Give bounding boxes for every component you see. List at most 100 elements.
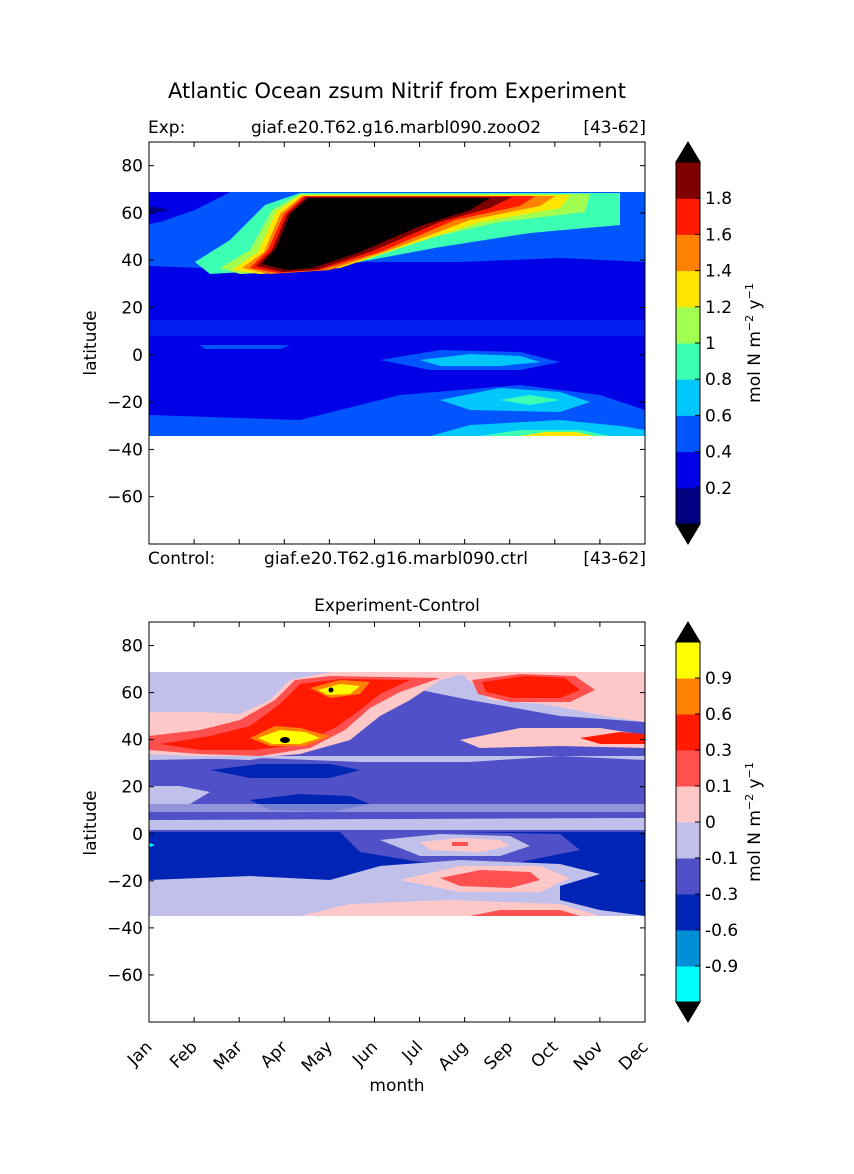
colorbar-segment <box>676 930 700 967</box>
ctrl-prefix: Control: <box>148 549 215 569</box>
figure-title: Atlantic Ocean zsum Nitrif from Experime… <box>168 79 626 103</box>
y-tick-label: −40 <box>107 440 143 460</box>
colorbar-tick-label: 0.3 <box>705 741 732 761</box>
y-axis: 80 60 40 20 0 −20 −40 −60 <box>107 637 645 986</box>
colorbar: 0.2 0.4 0.6 0.8 1 1.2 1.4 1.6 1.8 mol N m−2 y−1 <box>675 141 765 545</box>
colorbar-tick-label: 1.6 <box>705 225 732 245</box>
colorbar-segment <box>676 786 700 823</box>
contour-0.6-autumn <box>482 676 580 698</box>
colorbar-segment <box>676 451 700 489</box>
exp-case: giaf.e20.T62.g16.marbl090.zooO2 <box>251 118 541 138</box>
contour-equator-0.6 <box>420 354 540 366</box>
colorbar-segment <box>676 306 700 344</box>
colorbar-segment <box>676 714 700 751</box>
x-tick-label: May <box>298 1037 337 1076</box>
y-axis: 80 60 40 20 0 −20 −40 −60 <box>107 157 645 508</box>
experiment-panel: 80 60 40 20 0 −20 −40 −60 latitude 0.2 0.4 0.6 0.8… <box>81 141 765 545</box>
x-tick-label: Oct <box>527 1037 562 1072</box>
colorbar-segment <box>676 487 700 525</box>
contour-0.3-southedge <box>470 910 580 916</box>
contour-band-20n <box>149 804 645 812</box>
plot-frame <box>148 621 646 1023</box>
colorbar-segment <box>676 234 700 272</box>
x-tick-label: Nov <box>570 1037 608 1075</box>
colorbar-tick-label: -0.6 <box>705 921 738 941</box>
x-tick-label: Jul <box>398 1037 427 1066</box>
colorbar-segment <box>676 966 700 1003</box>
colorbar-extend-low <box>675 1001 701 1023</box>
contour-1.2-spring <box>258 730 320 744</box>
colorbar-tick-label: 0.1 <box>705 777 732 797</box>
contour--1.2-west <box>149 843 155 847</box>
colorbar-segment <box>676 270 700 308</box>
contour-neg-band <box>149 756 645 762</box>
colorbar-tick-label: 1.8 <box>705 189 732 209</box>
colorbar-extend-high <box>675 141 701 163</box>
colorbar-extend-high <box>675 621 701 643</box>
exp-years: [43-62] <box>583 118 646 138</box>
y-tick-label: 0 <box>132 346 143 366</box>
colorbar-segment <box>676 415 700 453</box>
colorbar-tick-label: 0.8 <box>705 370 732 390</box>
contour-2.0 <box>262 198 490 270</box>
contour-0.6-spring <box>160 679 410 750</box>
plot-frame <box>148 141 646 545</box>
colorbar-tick-label: 0.9 <box>705 669 732 689</box>
colorbar-extend-low <box>675 523 701 545</box>
x-axis-ticks <box>148 142 646 544</box>
difference-panel: 80 60 40 20 0 −20 −40 −60 Jan Feb Mar Apr May Jun Jul… <box>81 621 765 1096</box>
x-tick-label: Jan <box>123 1037 156 1070</box>
ctrl-case: giaf.e20.T62.g16.marbl090.ctrl <box>264 549 528 569</box>
y-tick-label: 20 <box>121 299 143 319</box>
colorbar-segment <box>676 162 700 199</box>
contour-0-west <box>149 786 210 804</box>
colorbar-segment <box>676 379 700 416</box>
y-tick-label: 60 <box>121 204 143 224</box>
contour-0.0-north <box>149 206 170 214</box>
y-tick-label: −20 <box>107 872 143 892</box>
x-axis-label: month <box>369 1076 424 1096</box>
contour-max-spring <box>280 737 290 743</box>
y-tick-label: −60 <box>107 966 143 986</box>
y-axis-label: latitude <box>81 790 101 855</box>
y-tick-label: 0 <box>132 825 143 845</box>
x-tick-label: Dec <box>615 1037 652 1074</box>
y-tick-label: 40 <box>121 251 143 271</box>
colorbar-label: mol N m−2 y−1 <box>743 762 765 882</box>
contour-max-may <box>328 687 334 693</box>
y-tick-label: −40 <box>107 919 143 939</box>
colorbar-tick-label: 0 <box>705 813 716 833</box>
y-tick-label: 40 <box>121 731 143 751</box>
exp-prefix: Exp: <box>148 118 185 138</box>
difference-contours <box>149 672 645 916</box>
colorbar-tick-label: -0.3 <box>705 885 738 905</box>
contour-band-subtropic <box>149 320 645 336</box>
colorbar-label: mol N m−2 y−1 <box>743 283 765 403</box>
colorbar-tick-label: -0.1 <box>705 849 738 869</box>
contour-band-equator <box>149 818 645 830</box>
x-tick-label: Aug <box>435 1037 473 1075</box>
colorbar-segment <box>676 343 700 380</box>
colorbar-segment <box>676 750 700 787</box>
x-tick-label: Apr <box>257 1037 292 1072</box>
contour-0.2-north <box>149 192 230 224</box>
colorbar-segment <box>676 198 700 235</box>
colorbar-segment <box>676 642 700 679</box>
colorbar-tick-label: 1 <box>705 334 716 354</box>
colorbar-tick-label: 1.4 <box>705 262 732 282</box>
x-tick-label: Jun <box>348 1037 382 1071</box>
colorbar-segment <box>676 678 700 715</box>
contour-1.2-may <box>318 684 360 695</box>
colorbar-tick-label: 0.6 <box>705 406 732 426</box>
colorbar-tick-label: 0.6 <box>705 705 732 725</box>
contour-south-0.6b <box>430 420 645 436</box>
colorbar-tick-label: 1.2 <box>705 298 732 318</box>
contour-0.3-south <box>440 870 540 888</box>
contour-south-0.8 <box>500 395 560 405</box>
colorbar-segment <box>676 858 700 895</box>
colorbar-tick-label: 0.2 <box>705 479 732 499</box>
contour-equator-west <box>200 345 290 349</box>
contour-south-1.2 <box>520 432 595 436</box>
experiment-contours <box>149 192 645 436</box>
colorbar-tick-label: 0.4 <box>705 443 732 463</box>
